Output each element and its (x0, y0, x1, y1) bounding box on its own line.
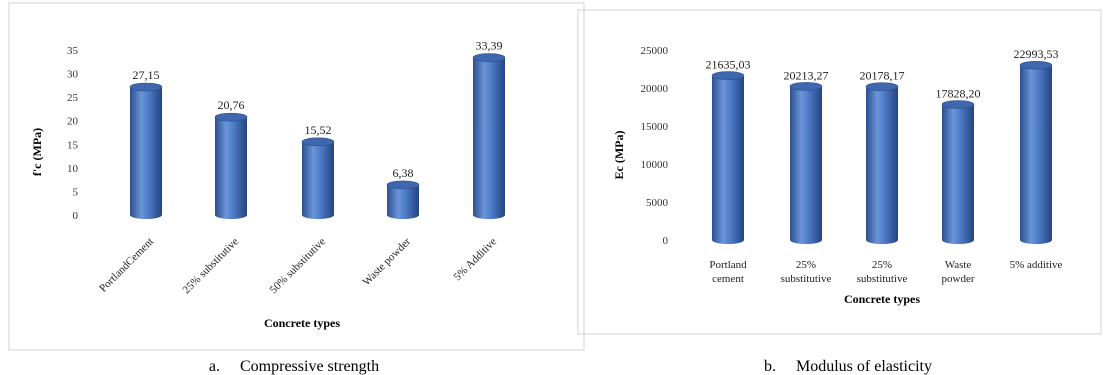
y-tick-label: 5000 (646, 197, 669, 209)
chart-a-bars (129, 53, 506, 220)
bar-top (129, 82, 163, 92)
bar-top (941, 100, 975, 109)
bar-top (1019, 60, 1053, 70)
y-tick-label: 35 (67, 45, 79, 57)
chart-b-x-axis-label: Concrete types (844, 292, 920, 306)
bar-top (711, 71, 745, 80)
category-label: 25% substitutive (181, 236, 242, 297)
bar-body (790, 86, 822, 244)
chart-a-caption: a. Compressive strength (209, 358, 379, 375)
y-tick-label: 0 (663, 235, 669, 247)
bar (301, 137, 335, 219)
data-label: 33,39 (476, 39, 503, 53)
bar-top (472, 53, 506, 62)
chart-a-frame (8, 2, 585, 351)
category-label: 5% Additive (452, 236, 500, 284)
bar (214, 112, 248, 219)
y-tick-label: 5 (73, 186, 79, 198)
bar (472, 53, 506, 220)
bar-top (301, 137, 335, 147)
bar-body (866, 86, 898, 244)
bar (1019, 60, 1053, 244)
bar-body (387, 184, 419, 219)
bar-top (214, 112, 248, 122)
bar-body (130, 87, 162, 219)
bar-body (712, 75, 744, 245)
category-label: 25% substitutive (857, 259, 908, 285)
bar (789, 82, 823, 244)
category-label: Waste powder (942, 259, 975, 285)
chart-b-y-axis-label: Ec (MPa) (612, 131, 626, 180)
category-label: Portland cement (709, 259, 747, 285)
y-tick-label: 10000 (641, 159, 669, 171)
chart-b-data-labels: 21635,03 20213,27 20178,17 17828,20 22993,53 (706, 47, 1059, 100)
chart-a-yticks: 0 5 10 15 20 25 30 35 (67, 45, 79, 222)
bar-body (215, 117, 247, 219)
data-label: 20,76 (218, 98, 245, 112)
chart-a-data-labels: 27,15 20,76 15,52 6,38 33,39 (133, 39, 503, 180)
data-label: 6,38 (393, 166, 414, 180)
bar-body (942, 104, 974, 244)
category-label: 50% substitutive (268, 236, 329, 297)
category-label: 25% substitutive (781, 259, 832, 285)
data-label: 20213,27 (784, 68, 829, 82)
chart-b-caption: b. Modulus of elasticity (764, 358, 932, 375)
chart-b-bars (711, 60, 1053, 245)
chart-a-category-labels: PortlandCement 25% substitutive 50% substi… (97, 235, 499, 296)
y-tick-label: 25 (67, 92, 79, 104)
bar-body (302, 141, 334, 219)
y-tick-label: 20 (67, 116, 79, 128)
chart-b-yticks: 0 5000 10000 15000 20000 25000 (641, 45, 669, 247)
data-label: 22993,53 (1014, 47, 1059, 61)
data-label: 17828,20 (936, 87, 981, 101)
y-tick-label: 15 (67, 139, 79, 151)
bar (865, 82, 899, 244)
bar-top (789, 82, 823, 91)
bar-body (1020, 65, 1052, 244)
data-label: 27,15 (133, 68, 160, 82)
category-label: PortlandCement (97, 236, 156, 295)
chart-a-x-axis-label: Concrete types (264, 316, 340, 330)
chart-b-category-labels: Portland cement 25% substitutive 25% substitu… (709, 259, 1062, 285)
bar-top (386, 180, 420, 190)
bar (941, 100, 975, 244)
category-label: Waste powder (361, 235, 414, 288)
bar (129, 82, 163, 219)
bar-body (473, 57, 505, 220)
y-tick-label: 25000 (641, 45, 669, 57)
chart-b-frame (577, 9, 1102, 335)
chart-a-y-axis-label: f'c (MPa) (30, 128, 44, 176)
y-tick-label: 10 (67, 163, 79, 175)
y-tick-label: 0 (73, 210, 79, 222)
bar-top (865, 82, 899, 91)
data-label: 21635,03 (706, 58, 751, 72)
bar (711, 71, 745, 245)
category-label: 5% additive (1010, 259, 1063, 271)
bar (386, 180, 420, 219)
chart-b: 0 5000 10000 15000 20000 25000 21635,03 20213,… (577, 9, 1102, 335)
y-tick-label: 20000 (641, 83, 669, 95)
data-label: 15,52 (305, 123, 332, 137)
data-label: 20178,17 (860, 69, 905, 83)
y-tick-label: 30 (67, 69, 79, 81)
y-tick-label: 15000 (641, 121, 669, 133)
